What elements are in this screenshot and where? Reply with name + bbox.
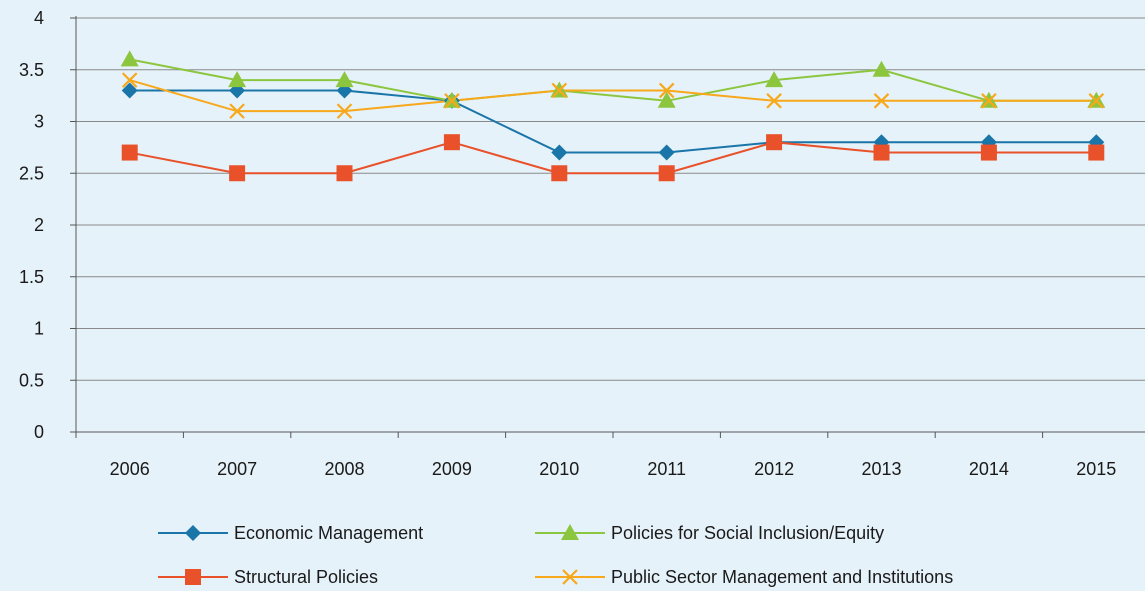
y-tick-label: 1.5 (19, 267, 44, 287)
data-point-marker (229, 103, 245, 119)
legend-label: Public Sector Management and Institution… (611, 567, 953, 587)
legend-item: Economic Management (158, 523, 423, 543)
x-tick-label: 2014 (969, 459, 1009, 479)
series-markers (120, 50, 1106, 182)
data-point-marker (551, 165, 568, 182)
data-point-marker (658, 165, 675, 182)
legend-label: Structural Policies (234, 567, 378, 587)
data-point-marker (658, 144, 675, 161)
x-tick-label: 2009 (432, 459, 472, 479)
legend-item: Policies for Social Inclusion/Equity (535, 523, 884, 543)
legend-label: Economic Management (234, 523, 423, 543)
data-point-marker (336, 165, 353, 182)
legend-marker (562, 569, 578, 585)
y-tick-label: 4 (34, 8, 44, 28)
data-point-marker (981, 93, 997, 109)
data-point-marker (444, 93, 460, 109)
y-tick-label: 2.5 (19, 163, 44, 183)
y-tick-label: 0 (34, 422, 44, 442)
data-point-marker (335, 71, 354, 88)
series-lines (129, 58, 1097, 175)
data-point-marker (766, 93, 782, 109)
x-tick-label: 2006 (110, 459, 150, 479)
data-point-marker (657, 91, 676, 108)
x-tick-label: 2013 (861, 459, 901, 479)
x-tick-label: 2010 (539, 459, 579, 479)
data-point-marker (765, 71, 784, 88)
data-point-marker (551, 82, 568, 99)
x-tick-label: 2007 (217, 459, 257, 479)
y-tick-label: 1 (34, 319, 44, 339)
y-axis-tick-labels: 0 0.5 1 1.5 2 2.5 3 3.5 4 (19, 8, 44, 442)
data-point-marker (1088, 144, 1105, 161)
data-point-marker (873, 144, 890, 161)
legend-item: Structural Policies (158, 567, 378, 587)
y-tick-label: 0.5 (19, 370, 44, 390)
y-tick-label: 3.5 (19, 60, 44, 80)
series-line (129, 79, 1097, 113)
data-point-marker (551, 144, 568, 161)
data-point-marker (766, 134, 783, 151)
x-tick-label: 2008 (324, 459, 364, 479)
legend-label: Policies for Social Inclusion/Equity (611, 523, 884, 543)
data-point-marker (121, 144, 138, 161)
data-point-marker (1088, 93, 1105, 109)
x-tick-label: 2011 (647, 459, 686, 479)
legend: Economic Management Policies for Social I… (158, 523, 953, 587)
axes (70, 16, 1145, 438)
y-tick-label: 3 (34, 112, 44, 132)
gridlines (76, 17, 1145, 381)
data-point-marker (228, 71, 247, 88)
data-point-marker (443, 134, 460, 151)
series-line (129, 141, 1097, 175)
data-point-marker (229, 165, 246, 182)
x-tick-label: 2015 (1076, 459, 1116, 479)
legend-marker (561, 524, 579, 540)
data-point-marker (336, 103, 353, 119)
series-line (129, 89, 1097, 154)
y-tick-label: 2 (34, 215, 44, 235)
legend-marker (185, 525, 201, 541)
legend-item: Public Sector Management and Institution… (535, 567, 953, 587)
data-point-marker (873, 93, 890, 109)
data-point-marker (121, 72, 138, 88)
legend-marker (185, 569, 201, 585)
data-point-marker (121, 82, 138, 99)
x-axis-tick-labels: 2006 2007 2008 2009 2010 2011 2012 2013 2014 2015 (110, 459, 1117, 479)
series-line (129, 58, 1097, 102)
x-tick-label: 2012 (754, 459, 794, 479)
data-point-marker (980, 144, 997, 161)
data-point-marker (120, 50, 139, 67)
data-point-marker (658, 82, 675, 99)
data-point-marker (872, 60, 891, 77)
